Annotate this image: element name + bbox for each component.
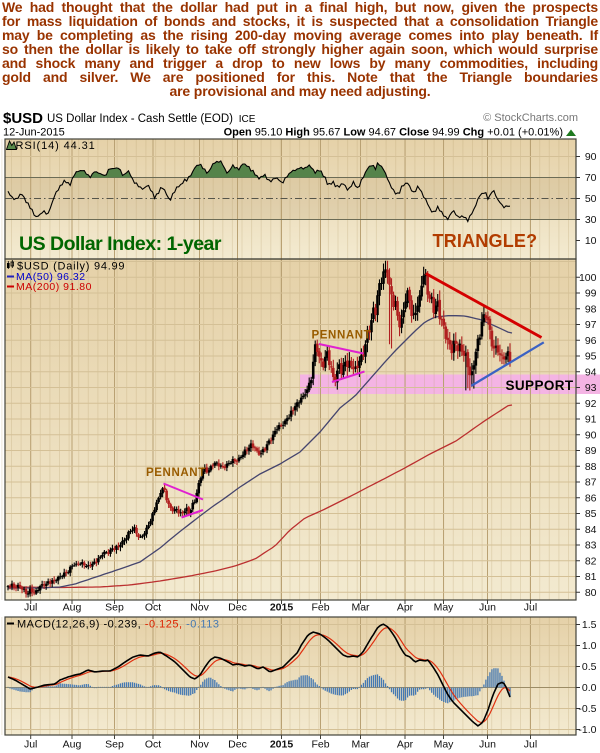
svg-text:2015: 2015 [270,739,294,751]
svg-text:95: 95 [585,351,597,363]
svg-text:Open 95.10 High 95.67 Low 94.6: Open 95.10 High 95.67 Low 94.67 Close 94… [224,127,563,139]
svg-text:Jun: Jun [479,739,496,751]
svg-text:Nov: Nov [190,739,209,751]
svg-text:90: 90 [585,151,597,163]
svg-text:Jun: Jun [479,602,496,614]
svg-text:90: 90 [585,429,597,441]
svg-text:50: 50 [585,193,597,205]
svg-text:2015: 2015 [270,602,294,614]
svg-text:80: 80 [585,587,597,599]
svg-text:87: 87 [585,477,597,489]
svg-text:0.5: 0.5 [582,661,597,673]
svg-text:US Dollar Index: 1-year: US Dollar Index: 1-year [19,233,222,255]
svg-text:91: 91 [585,414,597,426]
svg-text:-0.5: -0.5 [578,703,596,715]
svg-text:92: 92 [585,398,597,410]
svg-text:Feb: Feb [311,739,329,751]
svg-text:-1.0: -1.0 [578,724,596,736]
svg-text:1.0: 1.0 [582,640,597,652]
svg-text:Oct: Oct [145,602,161,614]
svg-text:RSI(14) 44.31: RSI(14) 44.31 [16,140,96,152]
svg-text:Jul: Jul [524,602,537,614]
svg-text:TRIANGLE?: TRIANGLE? [433,231,538,251]
svg-text:US Dollar Index - Cash Settle: US Dollar Index - Cash Settle (EOD) ICE [47,113,256,125]
svg-text:86: 86 [585,492,597,504]
svg-text:81: 81 [585,571,597,583]
svg-text:© StockCharts.com: © StockCharts.com [483,112,578,124]
svg-text:Sep: Sep [105,739,124,751]
svg-text:1.5: 1.5 [582,619,597,631]
svg-text:May: May [434,739,455,751]
svg-text:May: May [434,602,455,614]
svg-text:100: 100 [579,272,597,284]
svg-text:Oct: Oct [145,739,161,751]
svg-text:84: 84 [585,524,597,536]
svg-text:70: 70 [585,172,597,184]
svg-text:96: 96 [585,335,597,347]
svg-text:Sep: Sep [105,602,124,614]
svg-text:12-Jun-2015: 12-Jun-2015 [3,127,65,139]
svg-text:Dec: Dec [228,602,247,614]
svg-text:82: 82 [585,555,597,567]
svg-text:97: 97 [585,319,597,331]
svg-text:PENNANT: PENNANT [312,330,372,342]
svg-text:Jul: Jul [24,739,37,751]
svg-text:93: 93 [585,382,597,394]
svg-text:94: 94 [585,366,597,378]
svg-text:$USD: $USD [3,110,43,127]
svg-text:99: 99 [585,288,597,300]
svg-text:0.0: 0.0 [582,682,597,694]
svg-text:83: 83 [585,540,597,552]
svg-text:Mar: Mar [351,739,370,751]
svg-text:SUPPORT: SUPPORT [506,378,574,393]
svg-text:85: 85 [585,508,597,520]
svg-text:Aug: Aug [63,602,82,614]
svg-text:MA(200) 91.80: MA(200) 91.80 [16,281,92,293]
svg-text:Mar: Mar [351,602,370,614]
svg-text:Dec: Dec [228,739,247,751]
svg-text:Apr: Apr [397,602,414,614]
svg-text:89: 89 [585,445,597,457]
svg-text:MA(50) 96.32: MA(50) 96.32 [16,271,86,283]
svg-text:PENNANT: PENNANT [146,467,206,479]
svg-text:Feb: Feb [311,602,329,614]
svg-text:Apr: Apr [397,739,414,751]
svg-text:98: 98 [585,303,597,315]
svg-text:10: 10 [585,235,597,247]
svg-text:$USD (Daily) 94.99: $USD (Daily) 94.99 [17,261,125,273]
svg-text:MACD(12,26,9) -0.239, -0.125,: MACD(12,26,9) -0.239, -0.125, -0.113 [17,619,219,631]
svg-text:Jul: Jul [524,739,537,751]
svg-text:88: 88 [585,461,597,473]
svg-text:30: 30 [585,214,597,226]
svg-text:Nov: Nov [190,602,209,614]
svg-text:Jul: Jul [24,602,37,614]
svg-text:Aug: Aug [63,739,82,751]
